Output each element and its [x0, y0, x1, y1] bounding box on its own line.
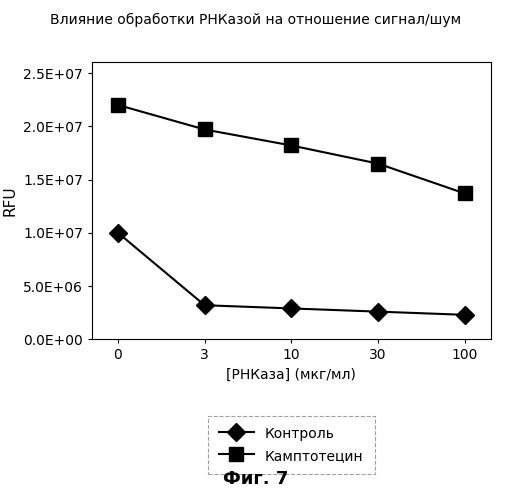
X-axis label: [РНКаза] (мкг/мл): [РНКаза] (мкг/мл) — [226, 368, 356, 382]
Камптотецин — [288, 143, 294, 149]
Контроль — [201, 302, 207, 308]
Line: Камптотецин: Камптотецин — [111, 98, 472, 200]
Контроль — [115, 230, 121, 236]
Камптотецин — [201, 126, 207, 132]
Legend: Контроль, Камптотецин: Контроль, Камптотецин — [208, 416, 375, 474]
Y-axis label: RFU: RFU — [3, 186, 17, 216]
Камптотецин — [375, 161, 381, 167]
Text: Влияние обработки РНКазой на отношение сигнал/шум: Влияние обработки РНКазой на отношение с… — [50, 12, 461, 26]
Text: Фиг. 7: Фиг. 7 — [223, 470, 288, 488]
Line: Контроль: Контроль — [112, 227, 471, 321]
Контроль — [375, 308, 381, 314]
Камптотецин — [115, 102, 121, 108]
Камптотецин — [461, 191, 468, 197]
Контроль — [461, 312, 468, 318]
Контроль — [288, 305, 294, 311]
